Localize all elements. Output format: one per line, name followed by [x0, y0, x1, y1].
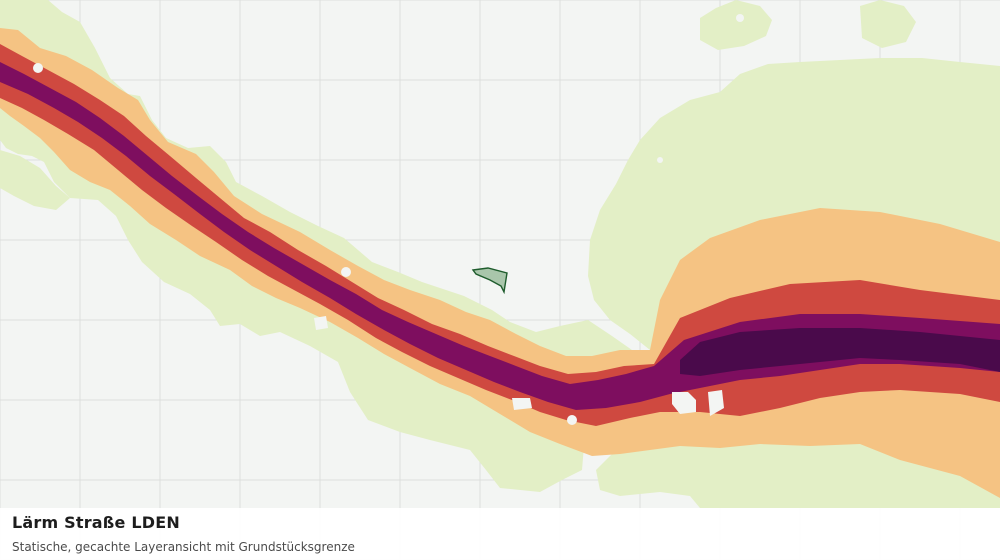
vegetation-area-west-edge [0, 150, 70, 210]
building-gaps [33, 14, 744, 425]
building-gap-1 [672, 392, 696, 414]
vegetation-area-north [860, 0, 916, 48]
map-caption: Lärm Straße LDEN Statische, gecachte Lay… [0, 508, 1000, 560]
noise-band-3 [0, 62, 1000, 410]
building-gap-8 [736, 14, 744, 22]
building-gap-7 [567, 415, 577, 425]
building-gap-3 [512, 398, 532, 410]
noise-band-4 [680, 328, 1000, 376]
map-title: Lärm Straße LDEN [12, 513, 180, 532]
vegetation-area-northeast [700, 0, 772, 50]
noise-layer [0, 28, 1000, 498]
building-gap-2 [708, 390, 724, 416]
map-subtitle: Statische, gecachte Layeransicht mit Gru… [12, 540, 355, 554]
building-gap-9 [657, 157, 663, 163]
building-gap-4 [314, 316, 328, 330]
building-gap-5 [33, 63, 43, 73]
parcel-boundary[interactable] [471, 267, 508, 295]
building-gap-6 [341, 267, 351, 277]
